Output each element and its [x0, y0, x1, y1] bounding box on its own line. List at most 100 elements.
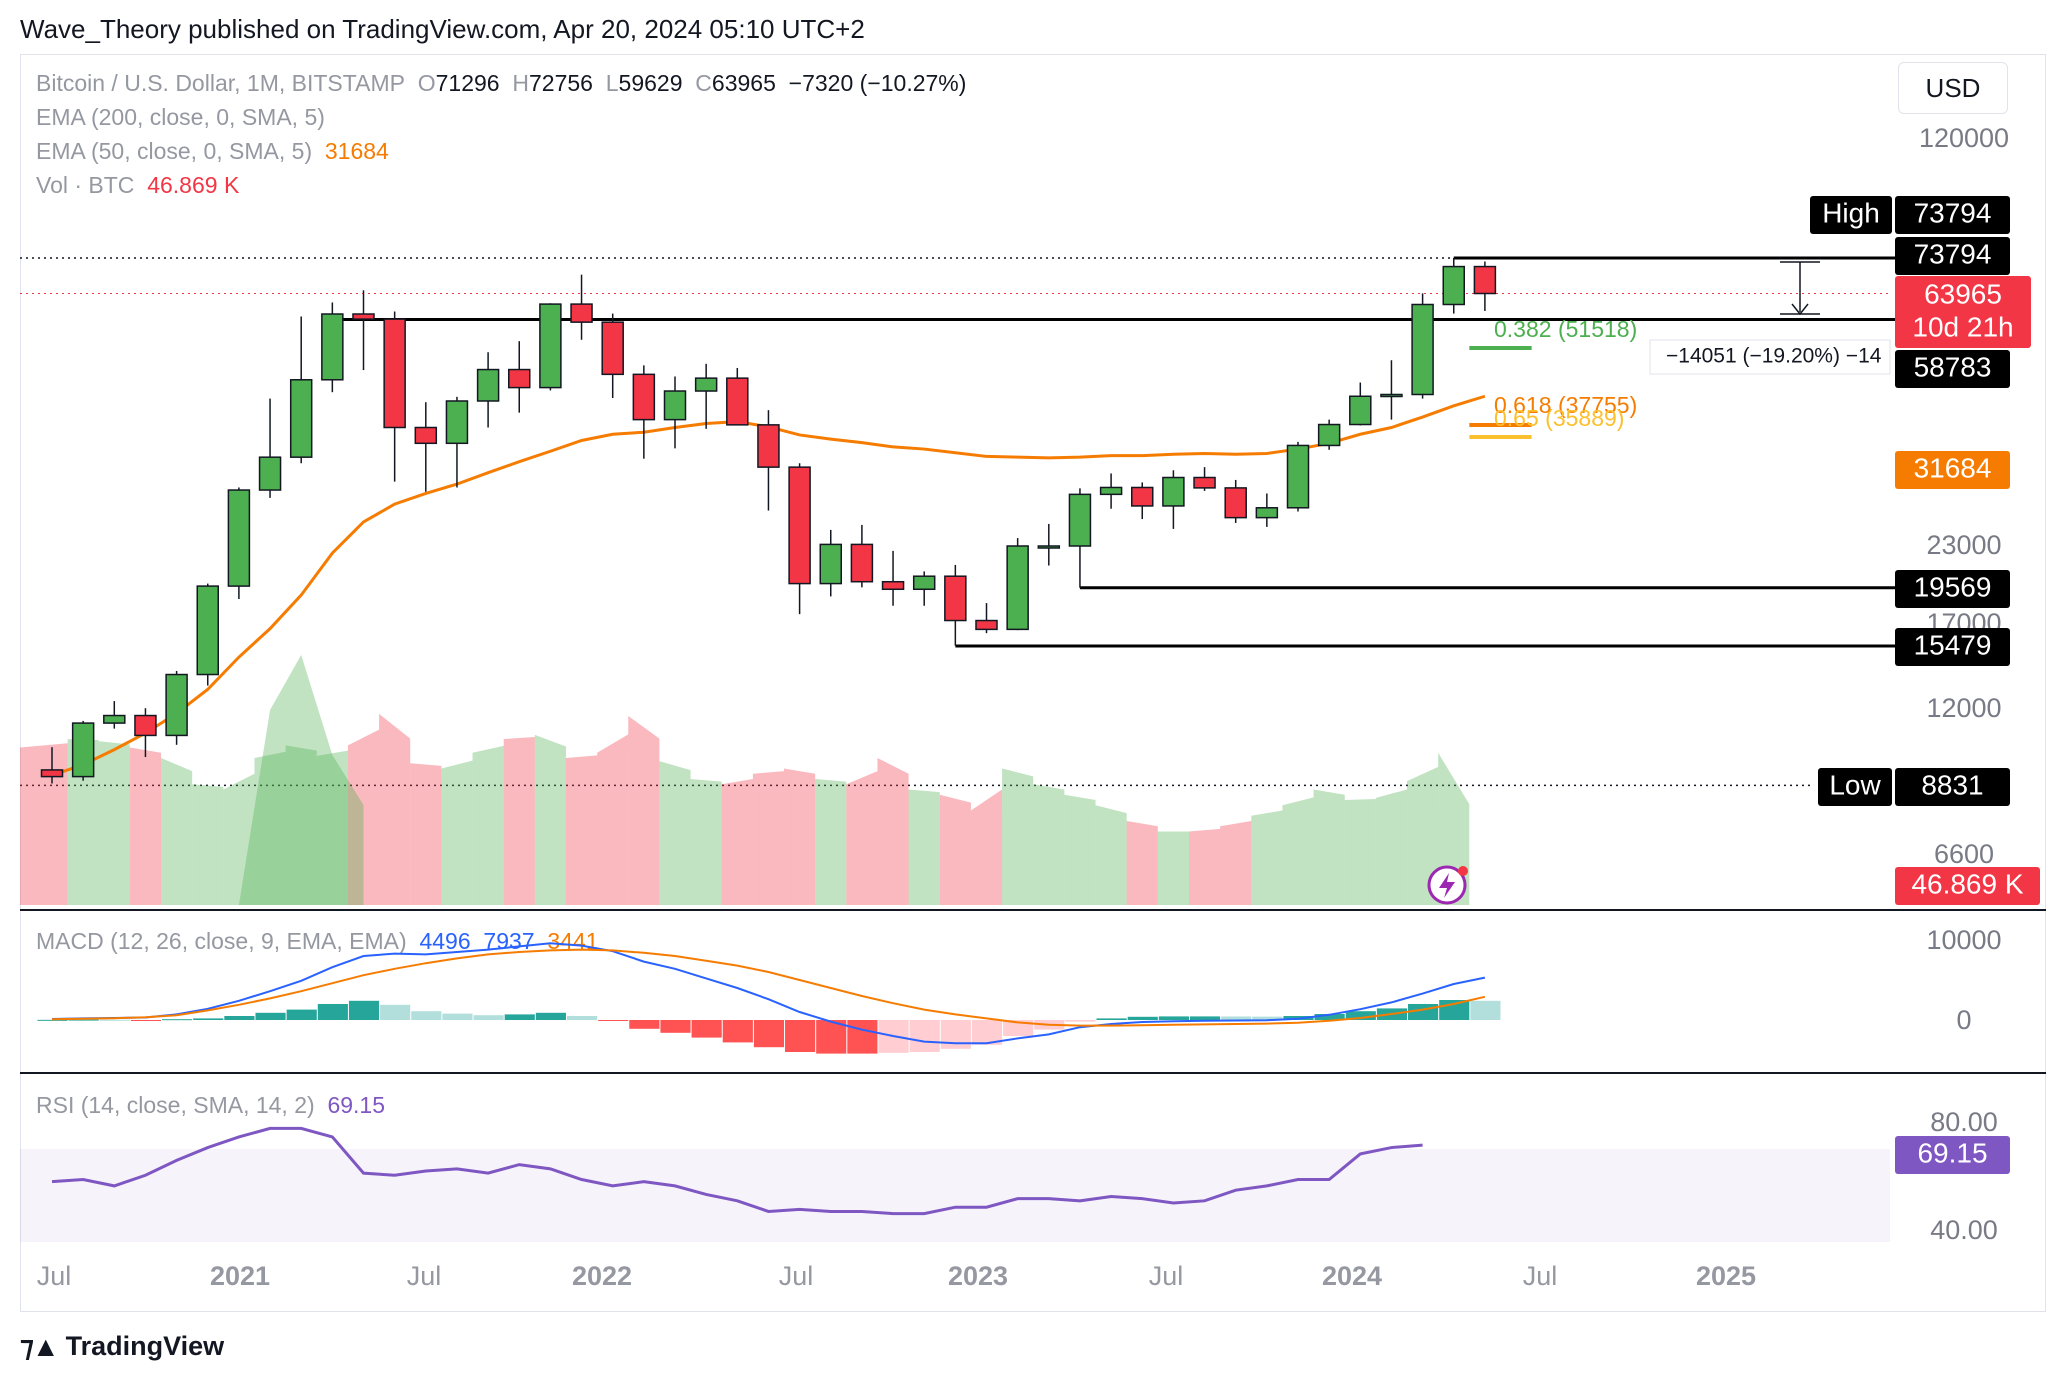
- candle-body: [694, 377, 718, 392]
- rsi-legend[interactable]: RSI (14, close, SMA, 14, 2) 69.15: [36, 1092, 385, 1119]
- level-73794-tag-box: [1895, 237, 2010, 275]
- time-axis-label: Jul: [1149, 1261, 1184, 1291]
- volume-area: [690, 779, 722, 905]
- ema50-label: EMA (50, close, 0, SMA, 5): [36, 138, 313, 164]
- tradingview-logo[interactable]: ⁊▲ TradingView: [20, 1330, 224, 1363]
- time-axis-label: Jul: [779, 1261, 814, 1291]
- macd-histogram-bar: [473, 1015, 504, 1020]
- volume-tag-box: [1895, 867, 2040, 905]
- ema200-legend[interactable]: EMA (200, close, 0, SMA, 5): [36, 104, 325, 130]
- candle-body: [1286, 444, 1310, 509]
- candle-body: [881, 580, 905, 591]
- volume-area: [1313, 789, 1345, 905]
- candle-body: [1006, 545, 1029, 631]
- low-tag-label: Low: [1829, 769, 1881, 800]
- volume-area: [846, 771, 878, 905]
- candle-body: [819, 543, 842, 585]
- last-price-tag: 63965: [1924, 278, 2002, 309]
- rsi-axis-label: 80.00: [1930, 1107, 1998, 1137]
- candle: [1068, 488, 1092, 588]
- candle: [258, 398, 282, 498]
- candle: [227, 487, 251, 600]
- volume-area: [1095, 805, 1127, 905]
- candle-body: [757, 424, 780, 468]
- symbol-legend[interactable]: Bitcoin / U.S. Dollar, 1M, BITSTAMP O712…: [36, 70, 966, 97]
- close-value: 63965: [711, 70, 776, 96]
- candle-body: [1380, 393, 1403, 398]
- volume-area: [161, 758, 193, 905]
- volume-area: [970, 789, 1003, 905]
- chart-frame: [20, 54, 2046, 1312]
- candle-body: [103, 714, 126, 724]
- macd-histogram-bar: [1065, 1020, 1096, 1022]
- low-tag-label-box: [1818, 768, 1892, 806]
- macd-histogram-bar: [1127, 1016, 1158, 1020]
- macd-histogram-bar: [37, 1019, 68, 1021]
- volume-area: [1251, 810, 1283, 905]
- volume-area: [1002, 768, 1034, 905]
- volume-area: [597, 734, 629, 905]
- volume-area: [1220, 821, 1252, 905]
- symbol-name: Bitcoin / U.S. Dollar, 1M, BITSTAMP: [36, 70, 405, 96]
- candle-body: [321, 313, 344, 381]
- measure-label: −14051 (−19.20%) −14: [1666, 345, 1882, 368]
- macd-label: MACD (12, 26, close, 9, EMA, EMA): [36, 928, 407, 954]
- currency-button[interactable]: USD: [1898, 62, 2008, 114]
- candle: [788, 463, 811, 615]
- candle: [476, 352, 500, 428]
- candle-body: [165, 673, 188, 737]
- ema50-legend[interactable]: EMA (50, close, 0, SMA, 5) 31684: [36, 138, 389, 165]
- candle: [165, 670, 188, 745]
- volume-area: [565, 755, 598, 905]
- candle-body: [1224, 487, 1247, 519]
- candle: [196, 583, 219, 686]
- candle: [1411, 293, 1434, 399]
- macd-histogram-bar: [785, 1020, 816, 1052]
- candle: [850, 524, 874, 588]
- macd-histogram-bar: [162, 1019, 193, 1021]
- candle-body: [663, 390, 687, 421]
- macd-legend[interactable]: MACD (12, 26, close, 9, EMA, EMA) 4496 7…: [36, 928, 599, 955]
- volume-area: [628, 716, 660, 905]
- price-axis-label: 120000: [1919, 123, 2009, 153]
- macd-histogram-bar: [317, 1004, 348, 1020]
- candle-body: [1349, 395, 1372, 426]
- publisher-header: Wave_Theory published on TradingView.com…: [20, 14, 865, 44]
- candle: [1006, 538, 1029, 631]
- rsi-band: [20, 1149, 1890, 1242]
- macd-histogram-bar: [442, 1013, 473, 1020]
- macd-histogram-bar: [1252, 1016, 1283, 1020]
- volume-legend[interactable]: Vol · BTC 46.869 K: [36, 172, 239, 199]
- level-15479-tag: 15479: [1914, 629, 1992, 660]
- candle: [383, 311, 406, 482]
- open-label: O: [417, 70, 436, 96]
- high-label: H: [512, 70, 529, 96]
- macd-histogram-bar: [1158, 1016, 1189, 1020]
- level-19569-tag-box: [1895, 570, 2010, 608]
- volume-value: 46.869 K: [147, 172, 240, 198]
- candle: [1286, 441, 1310, 512]
- high-tag-value: 73794: [1914, 197, 1992, 228]
- volume-area: [1407, 766, 1439, 905]
- volume-area: [1375, 789, 1408, 905]
- level-58783-tag-box: [1895, 350, 2010, 388]
- volume-area: [472, 745, 504, 905]
- candle: [103, 701, 126, 729]
- candle-body: [445, 400, 469, 445]
- candle-body: [258, 456, 282, 491]
- candle: [1442, 258, 1465, 314]
- candle: [1131, 482, 1154, 520]
- candle: [1099, 473, 1123, 509]
- volume-area: [238, 655, 364, 905]
- candle-body: [71, 722, 95, 778]
- level-58783-tag: 58783: [1914, 351, 1992, 382]
- volume-area: [877, 758, 909, 905]
- change-value: −7320 (−10.27%): [788, 70, 967, 96]
- candle: [601, 313, 624, 399]
- price-axis-label: 23000: [1926, 530, 2001, 560]
- volume-area: [316, 750, 348, 905]
- high-tag-label-box: [1810, 196, 1892, 234]
- close-label: C: [695, 70, 712, 96]
- volume-area: [223, 773, 255, 905]
